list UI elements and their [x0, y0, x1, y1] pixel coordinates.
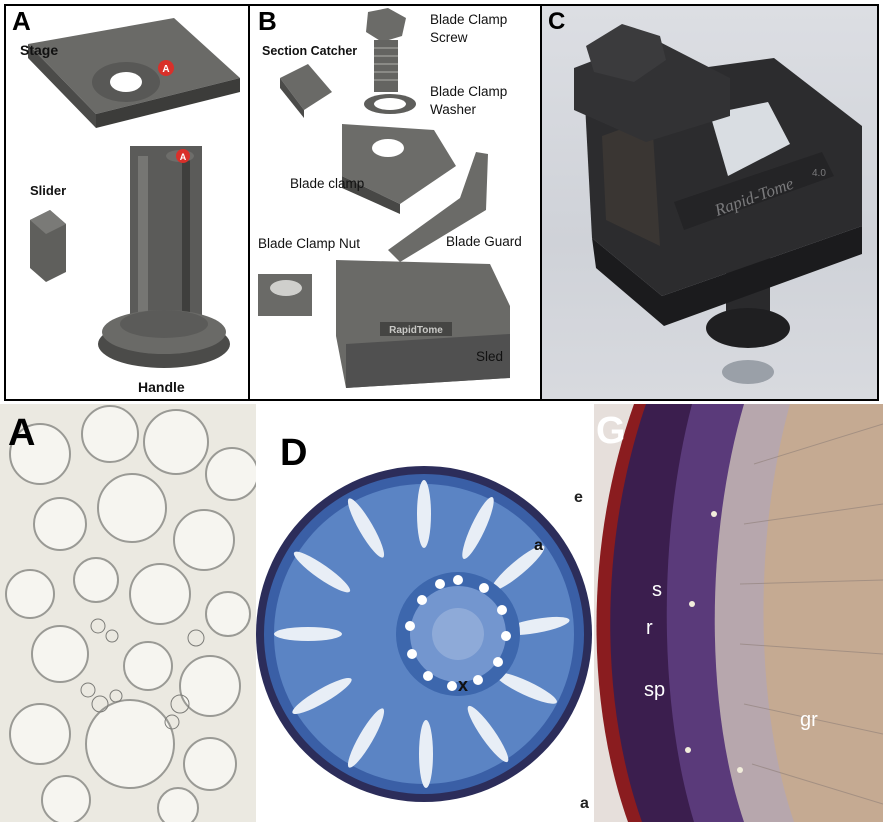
stage-pin-label: A — [162, 64, 169, 75]
g-label-sp: sp — [644, 679, 666, 701]
d-label-e: e — [574, 489, 583, 506]
blade-clamp-screw-label-2: Screw — [430, 30, 468, 45]
cad-microtome-illustration: A A — [28, 18, 240, 368]
panel-a-top: A A A Stage Slider Handle — [6, 6, 248, 399]
g-label-r: r — [646, 617, 653, 639]
section-catcher-label: Section Catcher — [262, 44, 358, 58]
top-figure-frame — [4, 4, 879, 401]
blade-guard-label: Blade Guard — [446, 234, 522, 249]
divider-b-c — [540, 4, 542, 401]
g-label-gr: gr — [800, 709, 818, 731]
panel-letter-a-bottom: A — [8, 412, 36, 454]
blade-clamp-washer-label-1: Blade Clamp — [430, 84, 508, 99]
micrograph-d: D e a x a — [256, 404, 594, 822]
parenchyma-cells-image — [5, 405, 256, 822]
panel-letter-a-top: A — [12, 6, 31, 36]
d-label-a: a — [534, 537, 543, 554]
version-engraving: 4.0 — [812, 168, 826, 179]
panel-c-top: Rapid-Tome 4.0 C — [542, 6, 877, 399]
sled-engraving: RapidTome — [389, 325, 443, 336]
d-label-a2: a — [580, 795, 589, 812]
stem-cross-section-image — [256, 466, 592, 802]
micrograph-a: A — [0, 404, 256, 822]
micrograph-g: G s r sp gr — [594, 404, 883, 822]
panel-letter-g: G — [596, 410, 626, 452]
blade-clamp-screw-label-1: Blade Clamp — [430, 12, 508, 27]
panel-b-top: RapidTome B Blade Clamp Screw Section Ca… — [250, 6, 540, 399]
blade-clamp-washer-label-2: Washer — [430, 102, 477, 117]
handle-label: Handle — [138, 379, 185, 395]
g-label-s: s — [652, 579, 662, 601]
panel-letter-b-top: B — [258, 6, 277, 36]
photo-printed-microtome: Rapid-Tome 4.0 — [574, 24, 862, 384]
slider-label: Slider — [30, 183, 67, 198]
panel-letter-d: D — [280, 432, 308, 474]
column-pin-label: A — [180, 152, 187, 162]
blade-clamp-nut-label: Blade Clamp Nut — [258, 236, 361, 251]
d-label-x: x — [458, 675, 469, 695]
stage-label: Stage — [20, 42, 59, 58]
panel-letter-c-top: C — [548, 8, 566, 35]
blade-clamp-label: Blade clamp — [290, 176, 365, 191]
divider-a-b — [248, 4, 250, 401]
cad-parts-illustration: RapidTome — [258, 8, 510, 388]
wood-cross-section-image — [596, 404, 883, 822]
sled-label: Sled — [476, 349, 504, 364]
